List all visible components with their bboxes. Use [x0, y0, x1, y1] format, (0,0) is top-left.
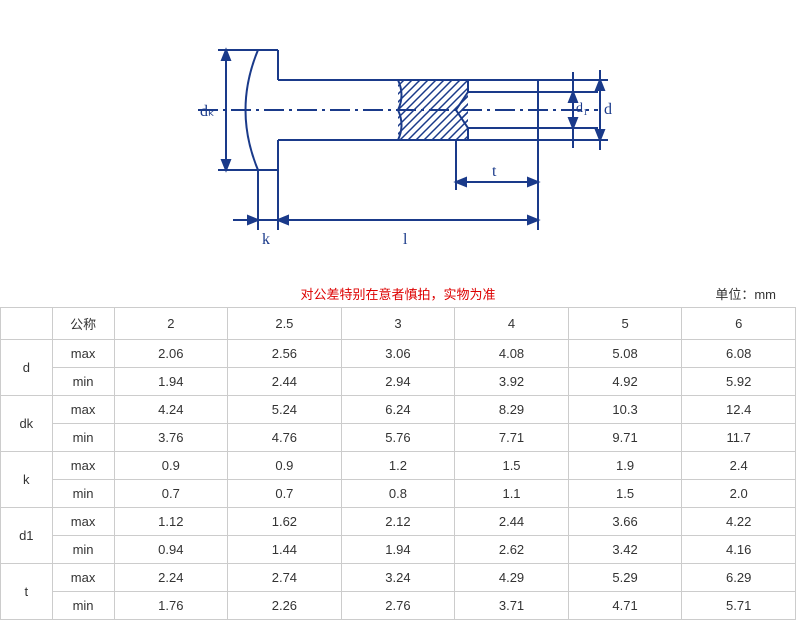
value-cell: 6.08 [682, 340, 796, 368]
param-cell: d [1, 340, 53, 396]
minmax-cell: max [52, 564, 114, 592]
value-cell: 5.76 [341, 424, 455, 452]
label-d: d [604, 101, 612, 118]
value-cell: 4.92 [568, 368, 682, 396]
value-cell: 12.4 [682, 396, 796, 424]
value-cell: 5.08 [568, 340, 682, 368]
header-size: 6 [682, 308, 796, 340]
value-cell: 3.76 [114, 424, 228, 452]
header-size: 5 [568, 308, 682, 340]
value-cell: 1.5 [455, 452, 569, 480]
label-t: t [492, 163, 497, 180]
minmax-cell: max [52, 340, 114, 368]
header-size: 3 [341, 308, 455, 340]
value-cell: 2.06 [114, 340, 228, 368]
value-cell: 1.12 [114, 508, 228, 536]
label-d1: d₁ [576, 101, 588, 116]
value-cell: 0.9 [114, 452, 228, 480]
value-cell: 2.0 [682, 480, 796, 508]
warning-bar: 对公差特别在意者慎拍，实物为准 单位：mm [0, 280, 796, 307]
value-cell: 1.62 [228, 508, 342, 536]
value-cell: 2.44 [228, 368, 342, 396]
value-cell: 8.29 [455, 396, 569, 424]
header-nominal: 公称 [52, 308, 114, 340]
value-cell: 4.24 [114, 396, 228, 424]
value-cell: 9.71 [568, 424, 682, 452]
value-cell: 5.92 [682, 368, 796, 396]
value-cell: 1.1 [455, 480, 569, 508]
label-dk: dₖ [200, 103, 215, 120]
value-cell: 2.74 [228, 564, 342, 592]
value-cell: 2.24 [114, 564, 228, 592]
value-cell: 11.7 [682, 424, 796, 452]
value-cell: 3.06 [341, 340, 455, 368]
unit-label: 单位：mm [715, 284, 776, 303]
value-cell: 1.76 [114, 592, 228, 620]
header-size: 2 [114, 308, 228, 340]
param-cell: t [1, 564, 53, 620]
value-cell: 3.71 [455, 592, 569, 620]
value-cell: 3.92 [455, 368, 569, 396]
value-cell: 4.76 [228, 424, 342, 452]
minmax-cell: min [52, 368, 114, 396]
param-cell: dk [1, 396, 53, 452]
value-cell: 2.76 [341, 592, 455, 620]
value-cell: 2.62 [455, 536, 569, 564]
value-cell: 6.24 [341, 396, 455, 424]
value-cell: 0.7 [114, 480, 228, 508]
minmax-cell: max [52, 508, 114, 536]
value-cell: 2.94 [341, 368, 455, 396]
value-cell: 0.8 [341, 480, 455, 508]
value-cell: 2.56 [228, 340, 342, 368]
label-l: l [403, 231, 408, 248]
minmax-cell: min [52, 536, 114, 564]
minmax-cell: max [52, 452, 114, 480]
value-cell: 3.24 [341, 564, 455, 592]
value-cell: 1.94 [114, 368, 228, 396]
minmax-cell: min [52, 592, 114, 620]
value-cell: 4.08 [455, 340, 569, 368]
minmax-cell: max [52, 396, 114, 424]
value-cell: 1.94 [341, 536, 455, 564]
header-empty [1, 308, 53, 340]
value-cell: 1.5 [568, 480, 682, 508]
value-cell: 5.29 [568, 564, 682, 592]
value-cell: 5.24 [228, 396, 342, 424]
param-cell: k [1, 452, 53, 508]
value-cell: 2.4 [682, 452, 796, 480]
value-cell: 1.2 [341, 452, 455, 480]
value-cell: 5.71 [682, 592, 796, 620]
spec-table: 公称22.53456dmax2.062.563.064.085.086.08mi… [0, 307, 796, 620]
minmax-cell: min [52, 480, 114, 508]
value-cell: 7.71 [455, 424, 569, 452]
value-cell: 2.44 [455, 508, 569, 536]
value-cell: 0.94 [114, 536, 228, 564]
value-cell: 10.3 [568, 396, 682, 424]
minmax-cell: min [52, 424, 114, 452]
warning-text: 对公差特别在意者慎拍，实物为准 [300, 287, 495, 302]
value-cell: 4.22 [682, 508, 796, 536]
value-cell: 3.66 [568, 508, 682, 536]
value-cell: 4.29 [455, 564, 569, 592]
value-cell: 4.16 [682, 536, 796, 564]
value-cell: 4.71 [568, 592, 682, 620]
value-cell: 1.9 [568, 452, 682, 480]
value-cell: 3.42 [568, 536, 682, 564]
value-cell: 2.26 [228, 592, 342, 620]
label-k: k [262, 231, 270, 248]
value-cell: 0.7 [228, 480, 342, 508]
rivet-diagram: dₖ k l t d₁ d [0, 0, 796, 280]
header-size: 4 [455, 308, 569, 340]
param-cell: d1 [1, 508, 53, 564]
value-cell: 1.44 [228, 536, 342, 564]
header-size: 2.5 [228, 308, 342, 340]
value-cell: 6.29 [682, 564, 796, 592]
value-cell: 2.12 [341, 508, 455, 536]
value-cell: 0.9 [228, 452, 342, 480]
